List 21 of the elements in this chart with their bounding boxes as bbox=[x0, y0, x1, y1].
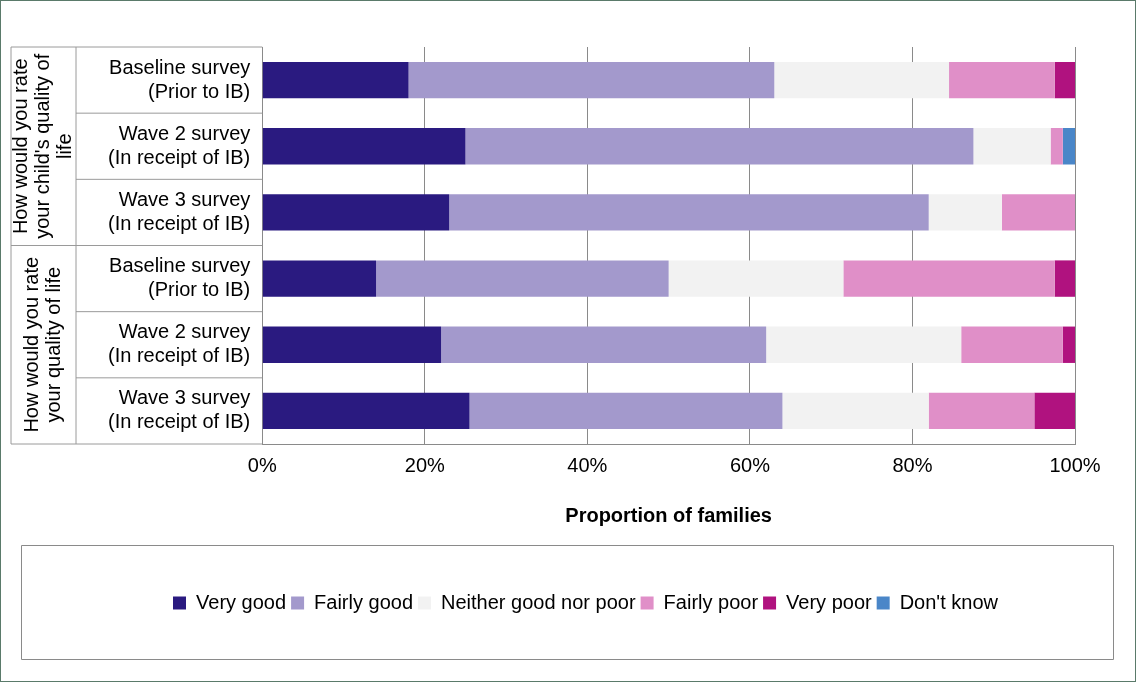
y-tick-label: Baseline survey (Prior to IB) bbox=[109, 55, 251, 102]
x-axis-title: Proportion of families bbox=[565, 503, 772, 526]
legend-label: Don't know bbox=[899, 590, 999, 613]
x-tick-label: 80% bbox=[892, 453, 933, 476]
legend-label: Very poor bbox=[786, 590, 873, 613]
text: How would you rate your child's quality of life bbox=[9, 53, 76, 239]
x-tick-label: 40% bbox=[567, 453, 608, 476]
legend-label: Fairly poor bbox=[663, 590, 759, 613]
legend-label: Very good bbox=[196, 590, 287, 613]
y-tick-label: Wave 2 survey (In receipt of IB) bbox=[107, 320, 251, 367]
x-tick-label: 60% bbox=[729, 453, 771, 476]
x-tick-label: 100% bbox=[1049, 453, 1101, 476]
legend-label: Fairly good bbox=[314, 590, 414, 613]
text: How would you rate your quality of life bbox=[20, 256, 65, 433]
y-tick-label: Wave 3 survey (In receipt of IB) bbox=[107, 187, 251, 234]
legend-label: Neither good nor poor bbox=[441, 590, 636, 613]
y-tick-label: Wave 3 survey (In receipt of IB) bbox=[107, 386, 251, 433]
y-tick-label: Wave 2 survey (In receipt of IB) bbox=[107, 121, 251, 168]
y-tick-label: Baseline survey (Prior to IB) bbox=[109, 254, 251, 301]
x-tick-label: 0% bbox=[247, 453, 277, 476]
x-tick-label: 20% bbox=[404, 453, 446, 476]
